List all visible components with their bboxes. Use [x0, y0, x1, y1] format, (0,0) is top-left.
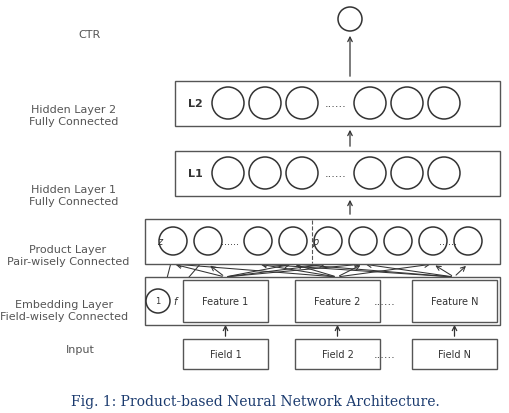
Bar: [145, 219, 499, 264]
Circle shape: [212, 158, 243, 190]
Text: Field N: Field N: [437, 349, 470, 359]
Text: f: f: [173, 296, 176, 306]
Text: ......: ......: [374, 349, 395, 359]
Circle shape: [353, 158, 385, 190]
Circle shape: [427, 158, 459, 190]
Text: ......: ......: [325, 99, 346, 109]
Circle shape: [453, 228, 481, 255]
Circle shape: [278, 228, 306, 255]
Circle shape: [383, 228, 411, 255]
Circle shape: [212, 88, 243, 120]
Bar: [145, 277, 499, 325]
Circle shape: [248, 88, 280, 120]
Circle shape: [248, 158, 280, 190]
Circle shape: [314, 228, 342, 255]
Circle shape: [353, 88, 385, 120]
Bar: [411, 339, 496, 369]
Circle shape: [348, 228, 376, 255]
Text: Feature 1: Feature 1: [202, 296, 248, 306]
Text: 1: 1: [155, 297, 160, 306]
Text: ......: ......: [374, 296, 395, 306]
Text: Feature 2: Feature 2: [314, 296, 360, 306]
Circle shape: [427, 88, 459, 120]
Text: p: p: [312, 236, 318, 247]
Text: CTR: CTR: [79, 30, 101, 40]
Text: Embedding Layer
Field-wisely Connected: Embedding Layer Field-wisely Connected: [0, 299, 128, 322]
Text: Fig. 1: Product-based Neural Network Architecture.: Fig. 1: Product-based Neural Network Arc…: [70, 394, 439, 408]
Circle shape: [146, 289, 169, 313]
Text: Input: Input: [66, 344, 94, 354]
Bar: [183, 280, 267, 322]
Bar: [294, 339, 379, 369]
Bar: [183, 339, 267, 369]
Text: ......: ......: [438, 236, 456, 247]
Bar: [175, 152, 499, 197]
Text: L2: L2: [187, 99, 202, 109]
Text: Field 1: Field 1: [209, 349, 241, 359]
Text: L1: L1: [187, 169, 202, 178]
Circle shape: [193, 228, 221, 255]
Bar: [175, 82, 499, 127]
Circle shape: [243, 228, 271, 255]
Circle shape: [390, 158, 422, 190]
Text: ......: ......: [325, 169, 346, 178]
Bar: [294, 280, 379, 322]
Text: ......: ......: [220, 236, 239, 247]
Circle shape: [337, 8, 361, 32]
Circle shape: [390, 88, 422, 120]
Text: Hidden Layer 1
Fully Connected: Hidden Layer 1 Fully Connected: [29, 185, 119, 207]
Circle shape: [159, 228, 187, 255]
Circle shape: [286, 88, 318, 120]
Circle shape: [418, 228, 446, 255]
Circle shape: [286, 158, 318, 190]
Bar: [411, 280, 496, 322]
Text: Hidden Layer 2
Fully Connected: Hidden Layer 2 Fully Connected: [29, 105, 119, 127]
Text: Feature N: Feature N: [430, 296, 477, 306]
Text: Field 2: Field 2: [321, 349, 353, 359]
Text: Product Layer
Pair-wisely Connected: Product Layer Pair-wisely Connected: [7, 244, 129, 267]
Text: z: z: [157, 236, 162, 247]
